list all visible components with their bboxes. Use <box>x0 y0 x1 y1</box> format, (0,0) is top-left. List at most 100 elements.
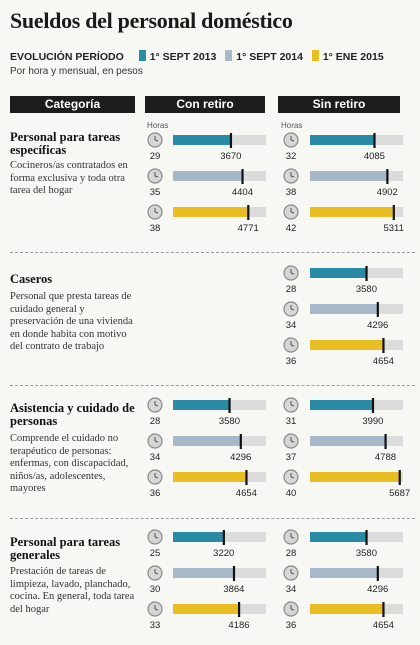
bar <box>310 400 373 410</box>
bar-value-label: 4404 <box>232 187 253 198</box>
hours-value: 28 <box>286 284 297 295</box>
bar-tick <box>239 434 242 449</box>
bar-value-label: 3864 <box>223 584 244 595</box>
clock-icon <box>147 529 163 545</box>
category-desc-4: Prestación de tareas de limpieza, lavado… <box>10 566 135 615</box>
clock-icon <box>147 565 163 581</box>
bar-tick <box>398 470 401 485</box>
clock-icon <box>147 204 163 220</box>
legend-swatch-2015 <box>311 50 319 61</box>
hours-value: 34 <box>286 320 297 331</box>
hours-value: 34 <box>150 452 161 463</box>
category-title-1: Personal para tareas específicas <box>10 130 121 157</box>
clock-icon <box>147 433 163 449</box>
clock-hand <box>290 404 295 407</box>
bar-tick <box>382 602 385 617</box>
clock-hand <box>290 308 295 311</box>
bar <box>173 568 234 578</box>
bar <box>173 207 249 217</box>
clock-hand <box>154 572 159 575</box>
clock-icon <box>283 529 299 545</box>
clock-hand <box>290 139 295 142</box>
legend-swatch-2014 <box>225 50 233 61</box>
bar <box>310 268 367 278</box>
legend-label-2013: 1° SEPT 2013 <box>149 51 217 63</box>
bar <box>173 604 239 614</box>
bar-tick <box>241 169 244 184</box>
legend-label-2015: 1° ENE 2015 <box>322 51 384 63</box>
hours-value: 36 <box>286 620 297 631</box>
clock-hand <box>154 404 159 407</box>
bar-tick <box>229 133 233 148</box>
bar <box>173 532 224 542</box>
hours-value: 31 <box>286 416 297 427</box>
hours-value: 35 <box>150 187 161 198</box>
bar <box>310 207 394 217</box>
hours-value: 34 <box>286 584 297 595</box>
clock-hand <box>154 175 159 178</box>
bar-value-label: 3990 <box>362 416 383 427</box>
column-header-category: Categoría <box>10 96 135 113</box>
hours-value: 38 <box>286 187 297 198</box>
bar-value-label: 5687 <box>389 488 410 499</box>
legend-lead: EVOLUCIÓN PERÍODO <box>10 51 124 63</box>
hours-value: 36 <box>286 356 297 367</box>
clock-hand <box>154 440 159 443</box>
bar <box>310 472 400 482</box>
bar-value-label: 4771 <box>238 223 259 234</box>
bar-value-label: 3580 <box>219 416 240 427</box>
clock-icon <box>283 168 299 184</box>
bar-value-label: 4186 <box>228 620 249 631</box>
clock-hand <box>290 344 295 347</box>
hours-value: 29 <box>150 151 161 162</box>
clock-icon <box>283 301 299 317</box>
clock-icon <box>147 132 163 148</box>
clock-hand <box>154 536 159 539</box>
bar-tick <box>222 530 225 545</box>
bar-value-label: 4654 <box>373 356 394 367</box>
bar-value-label: 5311 <box>383 223 403 234</box>
legend-item-2015: 1° ENE 2015 <box>311 50 384 63</box>
bar <box>310 340 384 350</box>
section-divider <box>10 385 415 386</box>
bar-tick <box>365 530 368 545</box>
section-divider <box>10 518 415 519</box>
bar <box>310 532 367 542</box>
hours-value: 30 <box>150 584 161 595</box>
clock-hand <box>290 440 295 443</box>
hours-value: 28 <box>286 548 297 559</box>
bar-tick <box>245 470 248 485</box>
bar-value-label: 4085 <box>364 151 385 162</box>
bar-tick <box>382 338 385 353</box>
clock-icon <box>147 397 163 413</box>
category-desc-3: Comprende el cuidado no terapéutico de p… <box>10 433 129 494</box>
bar <box>310 304 378 314</box>
hours-value: 42 <box>286 223 297 234</box>
bar-value-label: 3670 <box>220 151 241 162</box>
hours-value: 40 <box>286 488 297 499</box>
subtitle: Por hora y mensual, en pesos <box>10 66 143 77</box>
hours-value: 28 <box>150 416 161 427</box>
category-desc-2: Personal que presta tareas de cuidado ge… <box>10 291 133 352</box>
clock-icon <box>283 265 299 281</box>
column-header-sin-retiro: Sin retiro <box>278 96 400 113</box>
legend-label-2014: 1° SEPT 2014 <box>236 51 303 63</box>
hours-value: 36 <box>150 488 161 499</box>
clock-icon <box>283 132 299 148</box>
bar <box>310 436 386 446</box>
bar-tick <box>376 302 379 317</box>
hours-label-con-retiro: Horas <box>147 121 169 130</box>
legend-swatch-2013 <box>138 50 146 61</box>
bar-value-label: 4296 <box>230 452 251 463</box>
bar-tick <box>376 566 379 581</box>
legend: EVOLUCIÓN PERÍODO 1° SEPT 2013 1° SEPT 2… <box>10 50 415 63</box>
clock-hand <box>154 608 159 611</box>
category-desc-1: Cocineros/as contratados en forma exclus… <box>10 160 128 196</box>
bar-tick <box>371 398 375 413</box>
bar-value-label: 3220 <box>213 548 234 559</box>
bar-tick <box>386 169 389 184</box>
clock-icon <box>283 469 299 485</box>
bar-value-label: 3580 <box>356 548 377 559</box>
bar-value-label: 4654 <box>236 488 257 499</box>
